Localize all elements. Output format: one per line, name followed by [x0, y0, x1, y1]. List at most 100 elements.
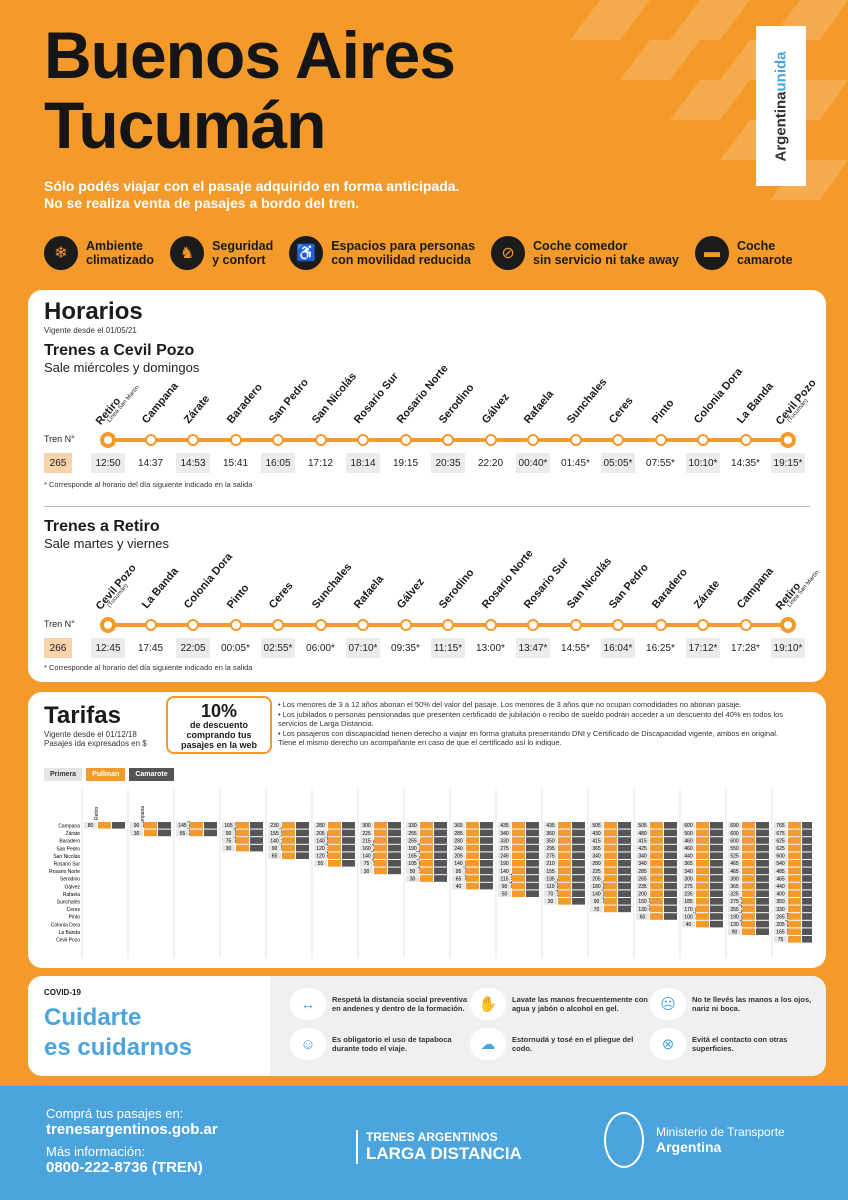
- fare-camarote-cell: [710, 875, 723, 882]
- fare-camarote-cell: [664, 852, 677, 859]
- fare-pullman-cell: [512, 829, 525, 837]
- fare-camarote-cell: [756, 898, 769, 905]
- fare-primera-cell: [498, 822, 511, 829]
- fare-primera-cell: [728, 844, 741, 852]
- fare-primera-cell: [452, 822, 465, 829]
- fare-pullman-cell: [696, 867, 709, 875]
- web-discount-badge: 10% de descuento comprando tus pasajes e…: [166, 696, 272, 754]
- departure-time: 13:47*: [516, 638, 550, 658]
- fare-pullman-cell: [328, 852, 341, 859]
- fare-primera-cell: [728, 860, 741, 867]
- fare-primera-cell: [268, 822, 281, 829]
- fare-pullman-cell: [512, 852, 525, 859]
- fare-pullman-cell: [374, 822, 387, 829]
- fare-primera-value: 625: [776, 838, 785, 844]
- departure-time: 14:55*: [561, 642, 590, 654]
- fare-primera-cell: [774, 882, 787, 890]
- station-name: Cevil Pozo (Tucumán): [93, 562, 139, 613]
- outbound-days: Sale miércoles y domingos: [44, 360, 200, 375]
- fare-primera-value: 60: [640, 914, 646, 920]
- fare-pullman-cell: [558, 860, 571, 867]
- fare-primera-cell: [268, 844, 281, 852]
- fare-pullman-cell: [558, 890, 571, 897]
- fare-primera-value: 285: [638, 869, 647, 875]
- fare-pullman-cell: [558, 882, 571, 890]
- fare-primera-cell: [682, 920, 695, 928]
- fare-primera-cell: [498, 837, 511, 844]
- fare-pullman-cell: [788, 837, 801, 844]
- fare-pullman-cell: [282, 822, 295, 829]
- station-dot: [144, 434, 157, 446]
- fare-camarote-cell: [802, 844, 815, 852]
- departure-time: 22:05: [176, 638, 210, 658]
- station-dot: [442, 434, 454, 446]
- fare-pullman-cell: [742, 890, 755, 897]
- fare-pullman-cell: [328, 860, 341, 867]
- feature-4: ▬ Coche camarote: [694, 236, 793, 270]
- fare-camarote-cell: [802, 882, 815, 890]
- fare-pullman-cell: [696, 860, 709, 867]
- fare-camarote-cell: [664, 829, 677, 837]
- fare-camarote-cell: [710, 890, 723, 897]
- fare-primera-value: 75: [778, 937, 784, 943]
- fare-primera-cell: [452, 837, 465, 844]
- fare-camarote-cell: [618, 875, 631, 882]
- covid-tip: ☁ Estornudá y tosé en el pliegue del codo…: [470, 1028, 650, 1060]
- fare-camarote-cell: [710, 829, 723, 837]
- fare-primera-cell: [360, 844, 373, 852]
- fare-primera-cell: [682, 860, 695, 867]
- station-dot: [187, 619, 199, 631]
- covid-tip: ⊗ Evitá el contacto con otras superficies…: [650, 1028, 830, 1060]
- feature-label: climatizado: [86, 253, 155, 267]
- no-touch-face-icon: ☹: [650, 988, 686, 1020]
- fare-primera-cell: [222, 829, 235, 837]
- ministerio-logo: Ministerio de Transporte Argentina: [604, 1112, 785, 1168]
- fare-camarote-cell: [756, 913, 769, 920]
- fare-pullman-cell: [650, 829, 663, 837]
- fare-pullman-cell: [742, 905, 755, 913]
- fare-primera-cell: [268, 837, 281, 844]
- departure-time: 16:05: [261, 453, 295, 473]
- fare-primera-cell: [636, 822, 649, 829]
- fare-pullman-cell: [788, 936, 801, 943]
- fare-primera-cell: [636, 875, 649, 882]
- station-name: San Pedro: [606, 561, 651, 611]
- seat-icon: ♞: [170, 236, 205, 270]
- covid-title: Cuidarte es cuidarnos: [44, 1004, 193, 1061]
- fare-camarote-cell: [802, 920, 815, 928]
- fare-pullman-cell: [420, 852, 433, 859]
- fare-camarote-cell: [480, 875, 493, 882]
- fare-camarote-cell: [480, 844, 493, 852]
- fare-primera-cell: [452, 860, 465, 867]
- fare-camarote-cell: [802, 829, 815, 837]
- fare-primera-cell: [498, 875, 511, 882]
- website-link[interactable]: trenesargentinos.gob.ar: [46, 1121, 218, 1138]
- fare-pullman-cell: [604, 890, 617, 897]
- fare-pullman-cell: [742, 920, 755, 928]
- fare-pullman-cell: [742, 829, 755, 837]
- fare-camarote-cell: [618, 844, 631, 852]
- fare-pullman-cell: [558, 898, 571, 905]
- fare-pullman-cell: [788, 844, 801, 852]
- notice: Sólo podés viajar con el pasaje adquirid…: [44, 178, 460, 211]
- fare-camarote-cell: [250, 822, 263, 829]
- fare-pullman-cell: [236, 844, 249, 852]
- covid-card: COVID-19 Cuidarte es cuidarnos ↔ Respetá l…: [28, 976, 826, 1076]
- fare-camarote-cell: [802, 860, 815, 867]
- fare-pullman-cell: [742, 913, 755, 920]
- fare-camarote-cell: [572, 875, 585, 882]
- fare-pullman-cell: [650, 867, 663, 875]
- fare-primera-cell: [452, 867, 465, 875]
- fare-primera-cell: [774, 867, 787, 875]
- fare-pullman-cell: [604, 860, 617, 867]
- fare-pullman-cell: [420, 822, 433, 829]
- fare-camarote-cell: [572, 837, 585, 844]
- fare-row-header: Colonia Dora: [51, 922, 80, 928]
- fare-pullman-cell: [696, 890, 709, 897]
- fare-primera-value: 460: [684, 838, 693, 844]
- fare-pullman-cell: [696, 882, 709, 890]
- fare-primera-value: 465: [730, 861, 739, 867]
- fare-camarote-cell: [802, 875, 815, 882]
- fare-primera-value: 90: [732, 930, 738, 936]
- fare-pullman-cell: [420, 837, 433, 844]
